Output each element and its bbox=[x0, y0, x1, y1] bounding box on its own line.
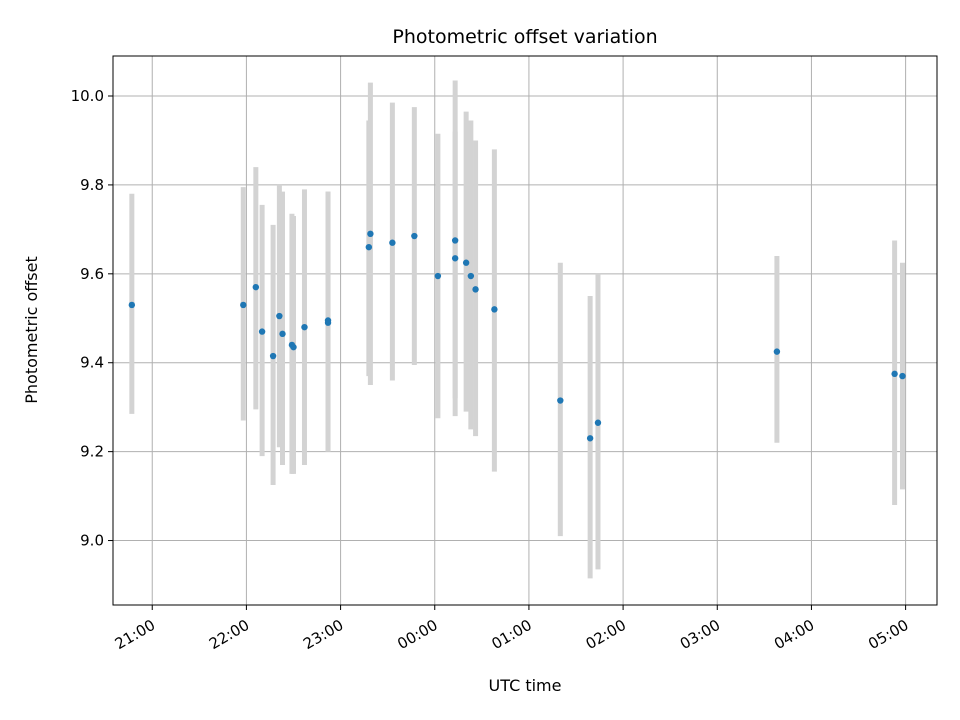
data-point bbox=[557, 397, 564, 404]
data-point bbox=[252, 283, 260, 291]
data-point bbox=[128, 301, 136, 309]
data-point bbox=[586, 435, 594, 442]
data-point bbox=[451, 255, 459, 262]
y-tick-label: 9.4 bbox=[80, 354, 104, 372]
y-tick-label: 9.8 bbox=[80, 176, 104, 194]
data-point bbox=[472, 286, 479, 293]
data-point bbox=[411, 232, 418, 240]
y-tick-label: 10.0 bbox=[71, 87, 104, 105]
y-tick-label: 9.0 bbox=[80, 532, 104, 550]
data-point bbox=[301, 323, 308, 331]
y-axis: 9.0 9.2 9.4 9.6 9.8 10.0 bbox=[71, 87, 113, 550]
data-point bbox=[324, 319, 332, 326]
data-point bbox=[389, 239, 396, 246]
data-point bbox=[365, 243, 373, 251]
data-point bbox=[451, 237, 459, 244]
chart-title: Photometric offset variation bbox=[392, 26, 657, 48]
data-point bbox=[462, 259, 470, 266]
y-tick-label: 9.2 bbox=[80, 443, 104, 461]
plot-frame bbox=[112, 55, 938, 606]
data-points bbox=[128, 230, 906, 442]
data-point bbox=[240, 301, 247, 309]
data-point bbox=[367, 230, 374, 238]
data-point bbox=[434, 272, 442, 280]
data-point bbox=[269, 352, 277, 360]
y-tick-label: 9.6 bbox=[80, 265, 104, 283]
data-point bbox=[467, 272, 475, 280]
data-point bbox=[594, 419, 602, 426]
data-point bbox=[491, 306, 498, 313]
y-axis-label: Photometric offset bbox=[22, 256, 41, 404]
data-point bbox=[258, 328, 266, 335]
data-point bbox=[290, 343, 297, 351]
x-axis-label: UTC time bbox=[489, 676, 562, 695]
data-point bbox=[773, 348, 781, 355]
data-point bbox=[276, 312, 283, 320]
grid bbox=[113, 56, 937, 605]
data-point bbox=[279, 330, 286, 338]
data-point bbox=[891, 370, 898, 378]
data-point bbox=[899, 372, 906, 380]
